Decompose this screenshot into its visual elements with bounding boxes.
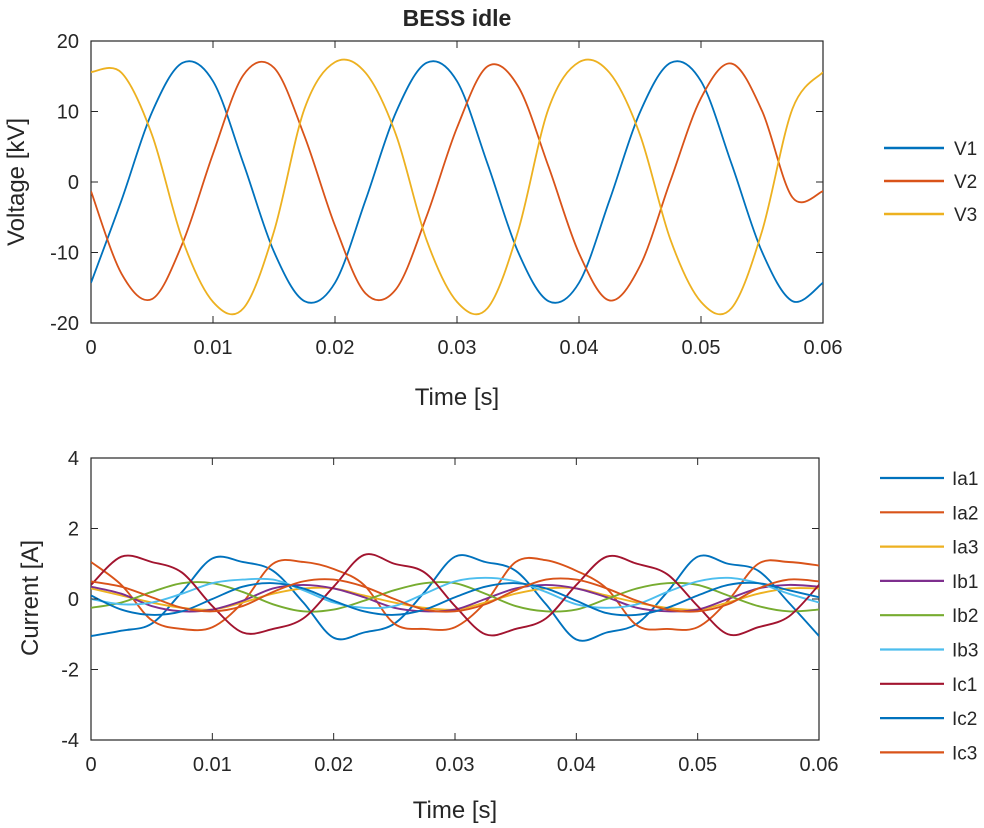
y-tick-label: 10 [57, 102, 79, 124]
voltage-plot-area: 0 0.01 0.02 0.03 0.04 0.05 0.06 -20 -10 0 10 20 [50, 31, 842, 359]
legend-label-ia2: Ia2 [952, 503, 978, 524]
y-tick-label: 2 [68, 519, 79, 541]
y-tick-label: -20 [50, 313, 79, 335]
x-tick-label: 0.01 [193, 754, 232, 776]
plot-frame [90, 457, 820, 741]
legend-label-ic3: Ic3 [952, 743, 977, 764]
legend-label-v3: V3 [954, 205, 977, 226]
legend-label-ic2: Ic2 [952, 709, 977, 730]
series-lines [91, 58, 823, 316]
series-lines [91, 553, 819, 642]
series-line-v1 [91, 60, 823, 304]
current-plot-area: 0 0.01 0.02 0.03 0.04 0.05 0.06 -4 -2 0 2 4 [61, 448, 838, 776]
chart-title: BESS idle [403, 5, 512, 31]
voltage-y-axis-label: Voltage [kV] [3, 118, 30, 246]
x-tick-label: 0 [85, 337, 96, 359]
current-x-axis-label: Time [s] [413, 797, 497, 824]
y-tick-label: 0 [68, 589, 79, 611]
legend-label-v1: V1 [954, 139, 977, 160]
voltage-legend: V1 V2 V3 [884, 139, 977, 226]
voltage-panel: BESS idle 0 0.01 0.02 0.03 0.04 0.05 0.06 -20 -1… [3, 5, 977, 411]
legend-label-ib1: Ib1 [952, 572, 978, 593]
series-line-ic2 [91, 581, 819, 617]
legend-label-ia3: Ia3 [952, 538, 978, 559]
legend-label-v2: V2 [954, 172, 977, 193]
current-legend: Ia1 Ia2 Ia3 Ib1 Ib2 Ib3 Ic1 Ic2 Ic3 [880, 469, 978, 764]
y-tick-label: 0 [68, 172, 79, 194]
series-line-ic1 [91, 553, 819, 637]
x-tick-label: 0.01 [194, 337, 233, 359]
y-tick-label: 20 [57, 31, 79, 53]
x-tick-label: 0.06 [800, 754, 839, 776]
x-tick-label: 0.05 [682, 337, 721, 359]
legend-label-ib3: Ib3 [952, 641, 978, 662]
x-tick-label: 0.04 [557, 754, 596, 776]
plot-frame [90, 40, 824, 324]
x-tick-label: 0.06 [804, 337, 843, 359]
voltage-x-axis-label: Time [s] [415, 384, 499, 411]
current-y-axis-label: Current [A] [17, 540, 44, 656]
legend-label-ib2: Ib2 [952, 606, 978, 627]
y-tick-label: -10 [50, 243, 79, 265]
x-tick-label: 0.03 [438, 337, 477, 359]
series-line-ib3 [91, 576, 819, 610]
x-tick-label: 0.03 [436, 754, 475, 776]
x-tick-label: 0.02 [316, 337, 355, 359]
legend-label-ia1: Ia1 [952, 469, 978, 490]
series-line-v3 [91, 58, 823, 316]
current-panel: 0 0.01 0.02 0.03 0.04 0.05 0.06 -4 -2 0 2 4 Time [s… [17, 448, 978, 824]
series-line-ia1 [91, 554, 819, 642]
x-tick-label: 0.04 [560, 337, 599, 359]
y-tick-label: -2 [61, 660, 79, 682]
series-line-ib1 [91, 583, 819, 613]
series-line-v2 [91, 60, 823, 302]
x-tick-label: 0.05 [678, 754, 717, 776]
y-tick-label: -4 [61, 730, 79, 752]
x-tick-label: 0 [85, 754, 96, 776]
x-tick-label: 0.02 [314, 754, 353, 776]
series-line-ic3 [91, 577, 819, 613]
legend-label-ic1: Ic1 [952, 675, 977, 696]
y-tick-label: 4 [68, 448, 79, 470]
series-line-ia2 [91, 556, 819, 632]
